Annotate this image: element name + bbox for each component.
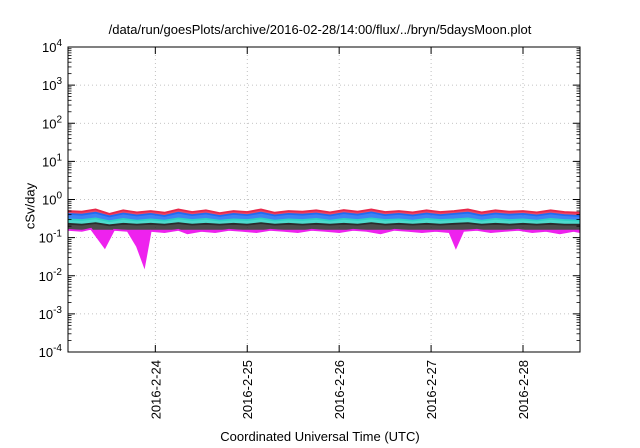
- series-spike-fill: [68, 228, 580, 266]
- x-tick-label: 2016-2-24: [148, 360, 163, 419]
- x-tick-label: 2016-2-26: [332, 360, 347, 419]
- series-line: [67, 211, 581, 218]
- x-tick-label: 2016-2-27: [424, 360, 439, 419]
- y-tick-label: 10-3: [39, 305, 63, 322]
- series-line: [67, 208, 581, 215]
- y-tick-label: 104: [42, 38, 62, 55]
- chart-title: /data/run/goesPlots/archive/2016-02-28/1…: [108, 22, 532, 37]
- y-tick-label: 10-1: [39, 229, 63, 246]
- y-tick-label: 10-2: [39, 267, 63, 284]
- x-axis-label: Coordinated Universal Time (UTC): [220, 429, 420, 444]
- series-layer: [67, 208, 581, 270]
- y-tick-label: 100: [42, 191, 62, 208]
- series-line: [67, 222, 580, 227]
- tick-layer: 10-4 10-3 10-2 10-1 100 101 102 103 104 2016-2-24…: [39, 38, 580, 419]
- y-tick-label: 102: [42, 114, 62, 131]
- x-tick-label: 2016-2-25: [240, 360, 255, 419]
- y-tick-label: 10-4: [39, 343, 63, 360]
- grid-layer: [68, 47, 580, 352]
- x-tick-label: 2016-2-28: [516, 360, 531, 419]
- series-line: [67, 217, 581, 223]
- y-tick-label: 101: [42, 152, 62, 169]
- series-band: [68, 209, 580, 217]
- y-tick-label: 103: [42, 76, 62, 93]
